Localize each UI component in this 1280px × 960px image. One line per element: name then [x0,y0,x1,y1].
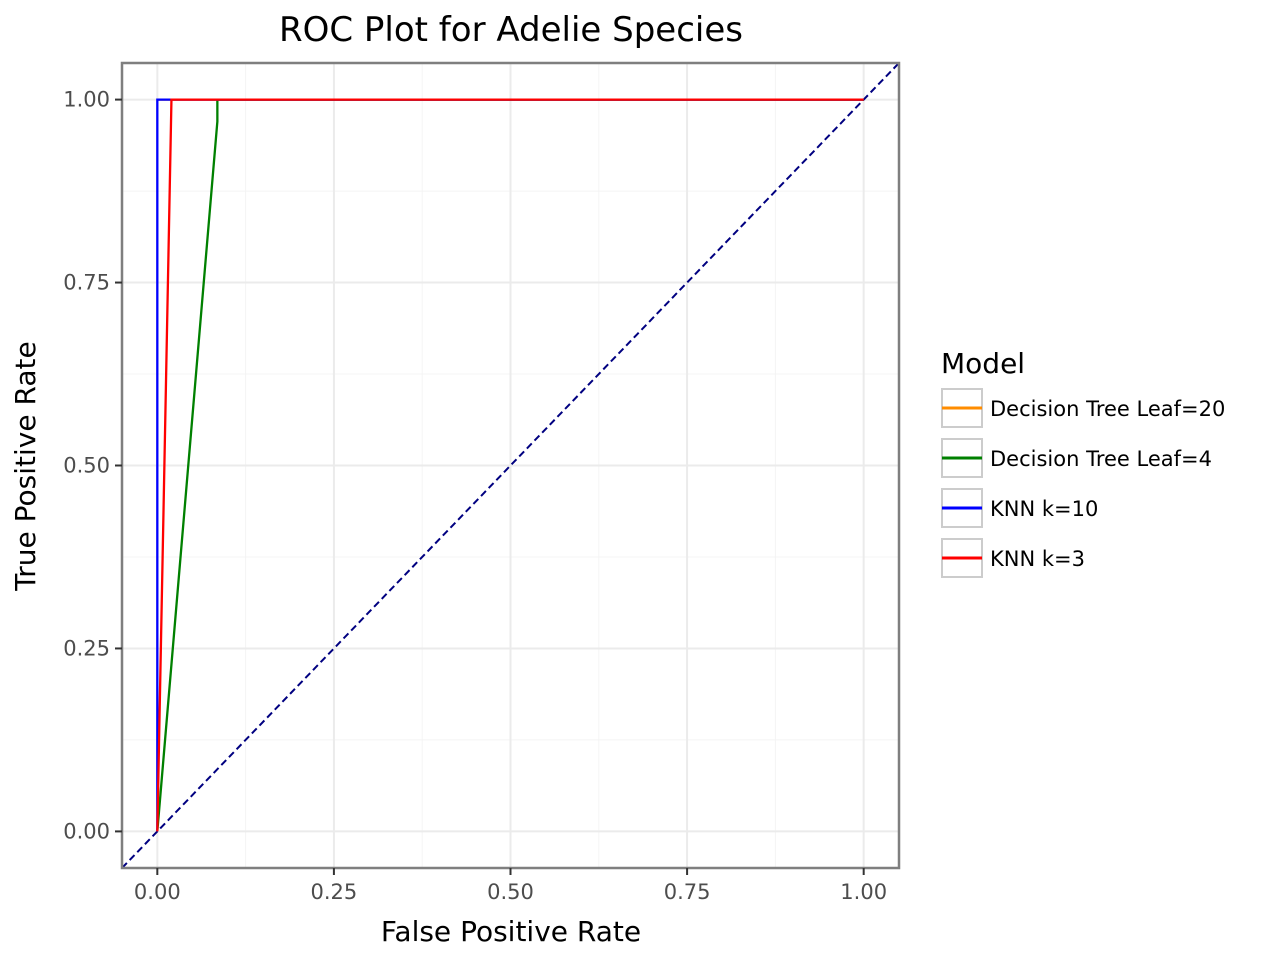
series-lines [156,98,864,832]
x-axis-title: False Positive Rate [381,915,641,948]
x-axis: 0.00 0.25 0.50 0.75 1.00 [134,868,887,904]
series-line-3 [156,98,864,832]
plot-panel [120,61,901,870]
legend-items: Decision Tree Leaf=20 Decision Tree Leaf=… [941,388,1225,578]
chart-title: ROC Plot for Adelie Species [279,10,743,50]
x-tick-label: 1.00 [840,880,887,904]
y-axis: 0.00 0.25 0.50 0.75 1.00 [63,88,122,843]
y-tick-label: 1.00 [63,88,110,112]
y-tick-label: 0.25 [63,636,110,660]
legend-label: KNN k=10 [990,497,1098,521]
x-tick-label: 0.25 [311,880,358,904]
legend-label: Decision Tree Leaf=4 [990,447,1212,471]
x-tick-label: 0.00 [134,880,181,904]
x-tick-label: 0.50 [487,880,534,904]
legend-title: Model [941,347,1025,380]
y-tick-label: 0.50 [63,454,110,478]
y-tick-label: 0.00 [63,819,110,843]
x-tick-label: 0.75 [664,880,711,904]
y-axis-title: True Positive Rate [9,341,42,591]
y-tick-label: 0.75 [63,271,110,295]
legend-label: Decision Tree Leaf=20 [990,397,1225,421]
legend-label: KNN k=3 [990,547,1085,571]
